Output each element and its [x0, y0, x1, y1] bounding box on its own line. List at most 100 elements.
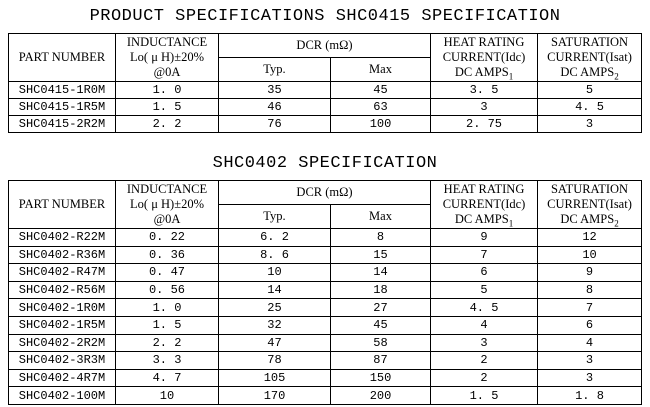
cell-heat-current: 6 [430, 263, 539, 282]
cell-heat-current: 1. 5 [430, 386, 539, 405]
cell-part-number: SHC0415-1R5M [8, 98, 116, 116]
cell-dcr-typ: 46 [218, 98, 331, 116]
shc0402-spec-table: PART NUMBER INDUCTANCE Lo( μ H)±20% @0A … [8, 180, 643, 405]
cell-dcr-max: 45 [329, 81, 432, 99]
cell-dcr-max: 100 [329, 115, 432, 133]
cell-saturation-current: 3 [537, 351, 643, 370]
header-row-top: PART NUMBER INDUCTANCE Lo( μ H)±20% @0A … [8, 33, 643, 82]
table-row: SHC0402-1R5M 1. 5 32 45 4 6 [8, 315, 643, 335]
col-header-inductance: INDUCTANCE Lo( μ H)±20% @0A [115, 33, 219, 82]
cell-heat-current: 2. 75 [430, 115, 539, 133]
cell-dcr-max: 87 [329, 351, 432, 370]
cell-heat-current: 5 [430, 280, 539, 300]
col-header-heat-rating: HEAT RATING CURRENT(Idc) DC AMPS1 [430, 33, 539, 82]
table-row: SHC0402-R47M 0. 47 10 14 6 9 [8, 263, 643, 282]
saturation-amps-subscript: 2 [614, 71, 619, 82]
saturation-header-line3: DC AMPS2 [539, 65, 641, 82]
cell-dcr-typ: 35 [218, 81, 331, 99]
table-row: SHC0402-100M 10 170 200 1. 5 1. 8 [8, 386, 643, 405]
table-row: SHC0402-R22M 0. 22 6. 2 8 9 12 [8, 228, 643, 247]
cell-dcr-max: 8 [329, 228, 432, 247]
cell-inductance: 2. 2 [115, 333, 219, 353]
cell-saturation-current: 8 [537, 280, 643, 300]
spec-document: { "titles": { "main": "PRODUCT SPECIFICA… [0, 5, 650, 407]
cell-inductance: 0. 36 [115, 245, 219, 265]
inductance-header-line1: INDUCTANCE [126, 35, 208, 49]
saturation-header-line1: SATURATION [550, 182, 629, 196]
cell-dcr-max: 15 [329, 245, 432, 265]
cell-part-number: SHC0402-R36M [8, 245, 116, 265]
cell-dcr-max: 45 [329, 315, 432, 335]
table-row: SHC0402-4R7M 4. 7 105 150 2 3 [8, 368, 643, 388]
cell-heat-current: 4. 5 [430, 298, 539, 317]
col-header-dcr-max: Max [329, 204, 432, 229]
cell-inductance: 3. 3 [115, 351, 219, 370]
shc0402-table-body: SHC0402-R22M 0. 22 6. 2 8 9 12 SHC0402-R… [8, 228, 643, 405]
cell-heat-current: 7 [430, 245, 539, 265]
saturation-header-line3: DC AMPS2 [539, 212, 641, 228]
header-row-dcr-sub: Typ. Max [9, 204, 642, 229]
col-header-dcr-group: DCR (mΩ) [217, 33, 432, 58]
cell-part-number: SHC0415-1R0M [8, 81, 116, 99]
cell-heat-current: 3 [430, 98, 539, 116]
cell-heat-current: 2 [430, 351, 539, 370]
inductance-header-line3: @0A [153, 65, 181, 79]
cell-inductance: 4. 7 [115, 368, 219, 388]
cell-dcr-max: 200 [329, 386, 432, 405]
cell-part-number: SHC0402-R56M [8, 280, 116, 300]
col-header-dcr-group: DCR (mΩ) [217, 180, 432, 205]
cell-dcr-typ: 78 [218, 351, 331, 370]
heat-amps-subscript: 1 [508, 218, 514, 229]
cell-inductance: 10 [115, 386, 219, 405]
cell-dcr-max: 150 [329, 368, 432, 388]
shc0415-table-body: SHC0415-1R0M 1. 0 35 45 3. 5 5 SHC0415-1… [8, 81, 643, 133]
table-row: SHC0402-R56M 0. 56 14 18 5 8 [8, 280, 643, 300]
page-title-shc0402: SHC0402 SPECIFICATION [212, 154, 438, 173]
cell-part-number: SHC0415-2R2M [8, 115, 116, 133]
cell-part-number: SHC0402-3R3M [8, 351, 116, 370]
cell-heat-current: 3. 5 [430, 81, 539, 99]
cell-dcr-max: 18 [329, 280, 432, 300]
inductance-header-line1: INDUCTANCE [126, 182, 208, 196]
cell-heat-current: 3 [430, 333, 539, 353]
col-header-part-number: PART NUMBER [8, 180, 116, 229]
col-header-dcr-max: Max [329, 57, 432, 82]
table-row: SHC0402-2R2M 2. 2 47 58 3 4 [8, 333, 643, 353]
cell-dcr-typ: 76 [218, 115, 331, 133]
heat-header-line3: DC AMPS1 [432, 212, 537, 229]
cell-inductance: 1. 5 [115, 98, 219, 116]
table-row: SHC0402-3R3M 3. 3 78 87 2 3 [8, 351, 643, 370]
cell-inductance: 0. 56 [115, 280, 219, 300]
cell-saturation-current: 4. 5 [537, 98, 643, 116]
heat-header-line2: CURRENT(Idc) [442, 50, 526, 64]
table-row: SHC0402-R36M 0. 36 8. 6 15 7 10 [8, 245, 643, 265]
heat-header-line2: CURRENT(Idc) [442, 197, 526, 211]
table-row: SHC0415-1R5M 1. 5 46 63 3 4. 5 [8, 98, 643, 116]
heat-header-line3: DC AMPS1 [432, 65, 537, 82]
cell-inductance: 1. 0 [115, 81, 219, 99]
cell-heat-current: 4 [430, 315, 539, 335]
shc0415-table-header: PART NUMBER INDUCTANCE Lo( μ H)±20% @0A … [8, 33, 643, 82]
cell-dcr-max: 27 [329, 298, 432, 317]
cell-part-number: SHC0402-R47M [8, 263, 116, 282]
cell-dcr-typ: 32 [218, 315, 331, 335]
cell-part-number: SHC0402-2R2M [8, 333, 116, 353]
shc0402-table-header: PART NUMBER INDUCTANCE Lo( μ H)±20% @0A … [8, 180, 643, 229]
cell-dcr-max: 63 [329, 98, 432, 116]
heat-amps-label: DC AMPS [454, 65, 509, 79]
cell-part-number: SHC0402-1R0M [8, 298, 116, 317]
cell-dcr-typ: 25 [218, 298, 331, 317]
saturation-amps-label: DC AMPS [560, 212, 615, 226]
cell-part-number: SHC0402-R22M [8, 228, 116, 247]
heat-amps-subscript: 1 [508, 71, 514, 82]
col-header-inductance: INDUCTANCE Lo( μ H)±20% @0A [115, 180, 219, 229]
shc0415-spec-table: PART NUMBER INDUCTANCE Lo( μ H)±20% @0A … [8, 33, 643, 133]
cell-inductance: 1. 5 [115, 315, 219, 335]
inductance-header-line3: @0A [153, 212, 181, 226]
inductance-header-line2: Lo( μ H)±20% [130, 50, 204, 64]
cell-heat-current: 2 [430, 368, 539, 388]
cell-saturation-current: 6 [537, 315, 643, 335]
col-header-part-number: PART NUMBER [8, 33, 116, 82]
cell-dcr-max: 58 [329, 333, 432, 353]
cell-dcr-typ: 8. 6 [218, 245, 331, 265]
